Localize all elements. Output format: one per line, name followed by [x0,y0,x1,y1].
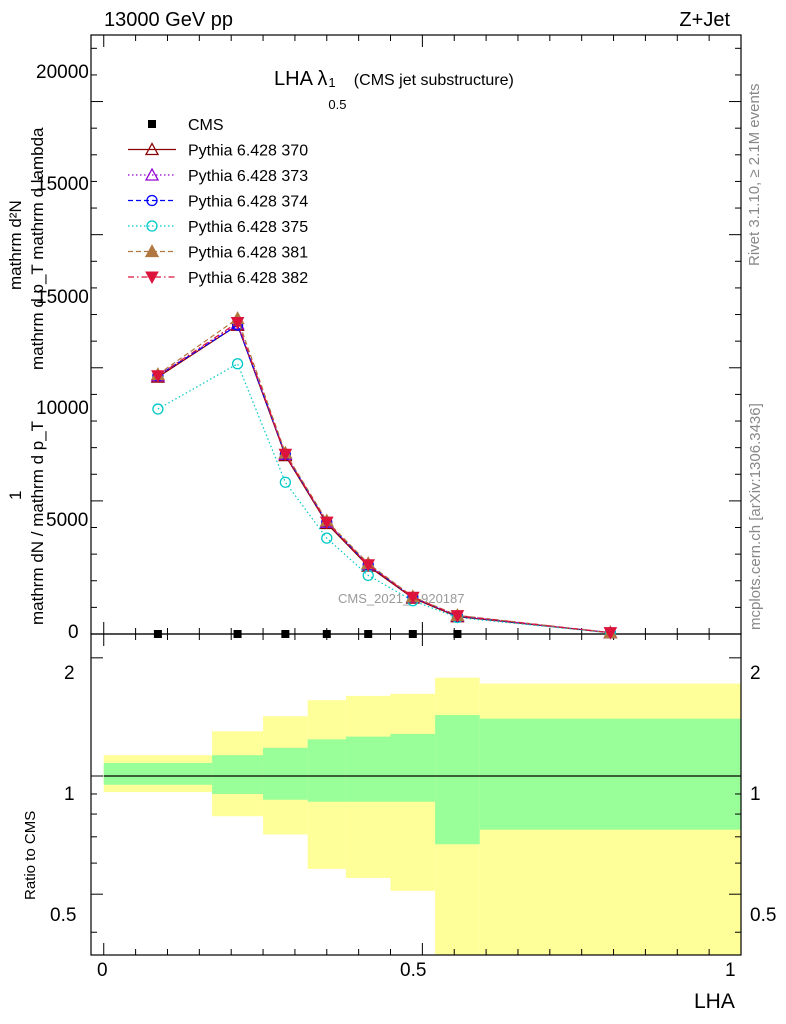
legend-marker-2 [144,167,160,181]
legend-label-6: Pythia 6.428 382 [188,270,308,287]
legend-label-5: Pythia 6.428 381 [188,245,308,262]
series-0-point-5 [408,630,417,638]
legend-marker-6 [145,271,159,285]
series-4-point-0 [152,403,164,415]
series-line-3 [157,324,611,634]
legend-marker-1 [144,142,160,156]
ytick-15000: 15000 [36,287,89,308]
series-6-point-6 [450,610,465,623]
series-line-5 [157,317,611,634]
series-6-point-1 [230,317,245,330]
series-0-point-6 [453,630,462,638]
ratio-inner-band-4 [345,736,391,802]
series-6-point-3 [319,516,334,530]
ytick-10000: 10000 [36,398,89,419]
series-0-point-1 [233,630,242,638]
ratio-inner-band-7 [479,718,741,830]
series-0-point-0 [153,630,162,638]
xtick-1: 1 [725,960,736,981]
ratio-ytick-05-left: 0.5 [50,905,77,926]
series-6-point-2 [278,448,293,462]
ratio-inner-band-1 [212,755,264,794]
ytick-5000: 5000 [46,510,89,531]
header-process-label: Z+Jet [679,9,730,31]
ytick-15000-upper: 15000 [36,174,89,195]
xtick-0: 0 [97,960,108,981]
header-energy-label: 13000 GeV pp [104,9,233,31]
series-4-point-1 [231,358,244,370]
legend-label-2: Pythia 6.428 373 [188,168,308,185]
xaxis-label: LHA [694,990,735,1013]
ratio-ytick-1-left: 1 [64,784,75,805]
series-0-point-3 [322,630,331,638]
analysis-watermark: CMS_2021_I1920187 [338,591,465,606]
ratio-inner-band-0 [103,762,213,785]
series-line-6 [157,321,611,634]
ytick-0: 0 [68,622,79,643]
series-4-point-2 [279,476,292,488]
series-6-point-7 [603,627,618,640]
ratio-ytick-1-right: 1 [750,784,761,805]
legend-marker-3 [146,194,158,207]
legend-marker-4 [146,220,158,232]
series-6-point-4 [361,559,376,572]
series-4-point-3 [321,532,333,544]
series-line-2 [157,322,611,634]
ratio-inner-band-2 [263,747,308,800]
series-6-point-5 [405,591,420,605]
ratio-inner-band-5 [390,733,436,802]
plot-title-suffix: (CMS jet substructure) [349,72,514,89]
plot-title-main: LHA λ [274,68,328,90]
legend-label-0: CMS [188,117,224,134]
ratio-ytick-2-left: 2 [64,663,75,684]
ratio-inner-band-6 [435,715,480,845]
xtick-0.5: 0.5 [400,960,427,981]
series-0-point-4 [364,630,373,638]
series-0-point-2 [281,630,290,638]
series-6-point-0 [151,370,165,383]
ratio-ytick-05-right: 0.5 [750,905,777,926]
series-line-1 [157,324,611,634]
legend-label-4: Pythia 6.428 375 [188,219,308,236]
legend-marker-5 [144,244,160,258]
legend-label-1: Pythia 6.428 370 [188,143,308,160]
legend-label-3: Pythia 6.428 374 [188,194,308,211]
plot-title-sub: 0.5 [328,97,347,112]
ratio-ytick-2-right: 2 [750,663,761,684]
plot-title: LHA λ 1 0.5 (CMS jet substructure) [274,68,514,112]
legend-marker-0 [148,120,156,128]
series-line-4 [157,362,611,634]
plot-title-sup: 1 [328,75,336,90]
ratio-inner-band-3 [307,739,346,802]
ytick-20000: 20000 [36,62,89,83]
